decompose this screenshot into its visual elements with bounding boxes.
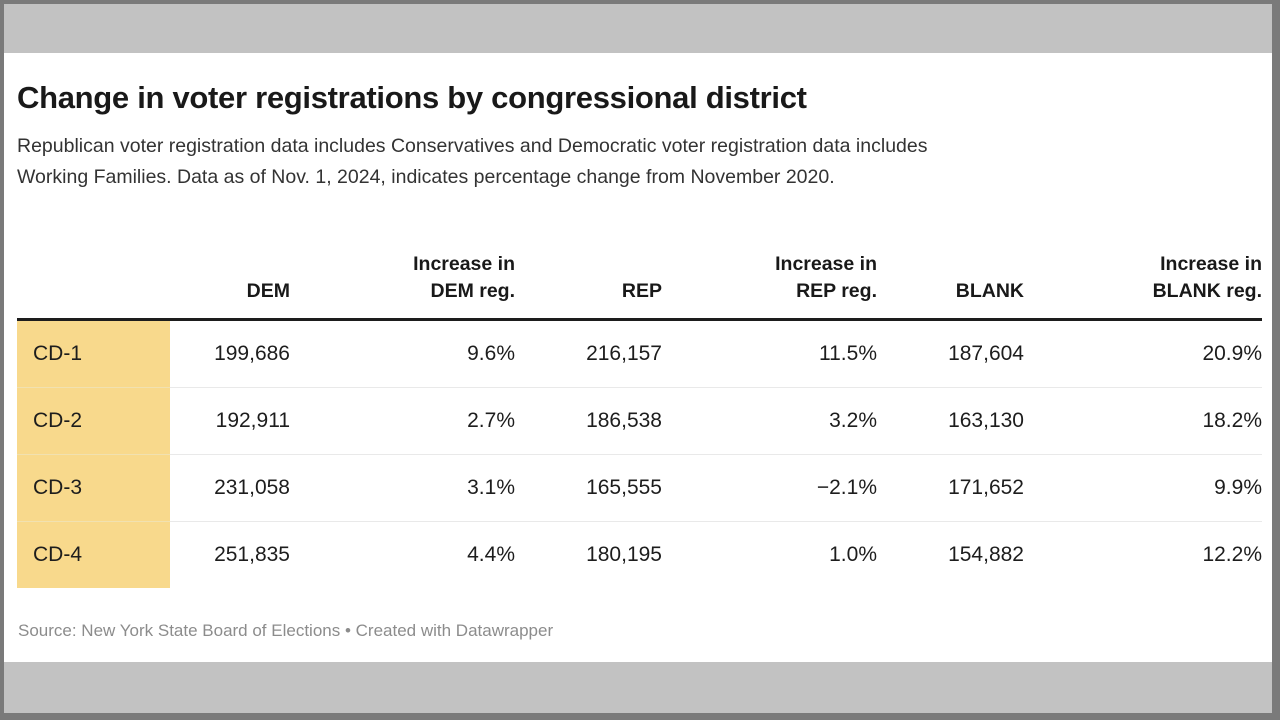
chart-subtitle: Republican voter registration data inclu… [17, 131, 1262, 193]
cell-rep: 186,538 [515, 387, 662, 455]
cell-rep-increase: 1.0% [829, 543, 877, 566]
header-row: DEM Increase in DEM reg. REP Increase in… [17, 251, 1262, 321]
cell-blank: 187,604 [877, 319, 1024, 388]
cell-district: CD-2 [17, 387, 170, 455]
cell-blank-increase: 20.9% [1024, 319, 1262, 388]
col-header-dem: DEM [170, 251, 290, 321]
cell-rep: 180,195 [586, 543, 662, 566]
cell-dem: 192,911 [170, 387, 290, 455]
chart-title: Change in voter registrations by congres… [17, 80, 807, 115]
cell-blank-increase: 18.2% [1024, 387, 1262, 455]
cell-dem-increase: 3.1% [290, 454, 515, 522]
cell-dem-increase: 2.7% [290, 387, 515, 455]
cell-rep: 165,555 [515, 454, 662, 522]
col-header-rep: REP [515, 251, 662, 321]
cell-district: CD-1 [17, 319, 170, 388]
table-row: CD-2 192,911 2.7% 186,538 3.2% 163,130 1… [17, 387, 1262, 455]
source-line: Source: New York State Board of Election… [18, 621, 554, 640]
cell-dem: 231,058 [170, 454, 290, 522]
chart-card: Change in voter registrations by congres… [4, 53, 1272, 662]
cell-dem: 199,686 [170, 319, 290, 388]
table-row: CD-1 199,686 9.6% 216,157 11.5% 187,604 … [17, 319, 1262, 388]
col-header-blank-increase: Increase in BLANK reg. [1024, 251, 1262, 321]
cell-blank: 154,882 [948, 543, 1024, 566]
cell-dem: 251,835 [214, 543, 290, 566]
cell-rep-increase: −2.1% [662, 454, 877, 522]
cell-blank-increase: 9.9% [1024, 454, 1262, 522]
cell-district: CD-4 [17, 521, 170, 588]
chart-subtitle-line: Republican voter registration data inclu… [17, 135, 928, 157]
cell-rep: 216,157 [515, 319, 662, 388]
col-header-rep-increase: Increase in REP reg. [662, 251, 877, 321]
table-row: CD-4 251,835 4.4% 180,195 1.0% 154,882 1… [17, 521, 1262, 588]
col-header-dem-increase: Increase in DEM reg. [290, 251, 515, 321]
cell-blank-increase: 12.2% [1202, 543, 1262, 566]
col-header-district [17, 251, 170, 321]
data-table: DEM Increase in DEM reg. REP Increase in… [17, 251, 1262, 588]
col-header-blank: BLANK [877, 251, 1024, 321]
cell-blank: 171,652 [877, 454, 1024, 522]
cell-rep-increase: 11.5% [662, 319, 877, 388]
cell-blank: 163,130 [877, 387, 1024, 455]
chart-subtitle-line: Working Families. Data as of Nov. 1, 202… [17, 166, 835, 188]
cell-dem-increase: 9.6% [290, 319, 515, 388]
table-row: CD-3 231,058 3.1% 165,555 −2.1% 171,652 … [17, 454, 1262, 522]
cell-dem-increase: 4.4% [467, 543, 515, 566]
cell-district: CD-3 [17, 454, 170, 522]
cell-rep-increase: 3.2% [662, 387, 877, 455]
